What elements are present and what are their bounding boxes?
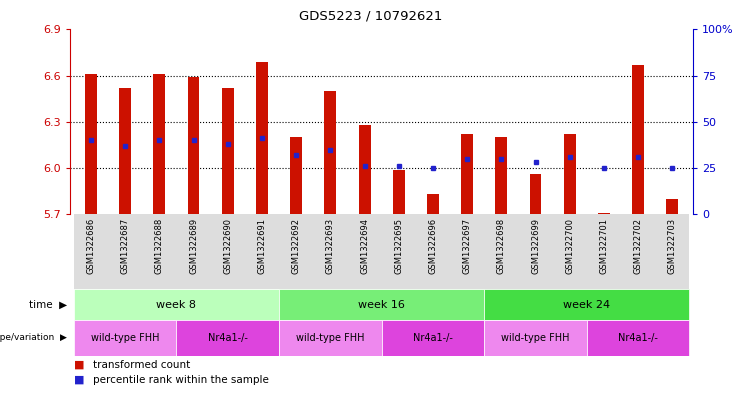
Bar — [325, 91, 336, 214]
Bar — [279, 289, 484, 320]
Text: GSM1322695: GSM1322695 — [394, 218, 403, 274]
Bar — [553, 214, 587, 289]
Text: GSM1322698: GSM1322698 — [496, 218, 506, 274]
Bar — [313, 214, 348, 289]
Text: GSM1322697: GSM1322697 — [462, 218, 471, 274]
Bar — [564, 134, 576, 214]
Text: GSM1322702: GSM1322702 — [634, 218, 642, 274]
Bar — [187, 77, 199, 214]
Bar — [484, 289, 689, 320]
Bar — [119, 88, 131, 214]
Text: GDS5223 / 10792621: GDS5223 / 10792621 — [299, 10, 442, 23]
Bar — [256, 62, 268, 214]
Bar — [222, 88, 233, 214]
Bar — [632, 65, 644, 214]
Text: GSM1322703: GSM1322703 — [668, 218, 677, 274]
Text: GSM1322694: GSM1322694 — [360, 218, 369, 274]
Bar — [655, 214, 689, 289]
Text: Nr4a1-/-: Nr4a1-/- — [207, 333, 247, 343]
Bar — [519, 214, 553, 289]
Bar — [176, 320, 279, 356]
Bar — [290, 137, 302, 214]
Text: Nr4a1-/-: Nr4a1-/- — [413, 333, 453, 343]
Bar — [450, 214, 484, 289]
Text: Nr4a1-/-: Nr4a1-/- — [618, 333, 658, 343]
Text: week 8: week 8 — [156, 299, 196, 310]
Text: GSM1322687: GSM1322687 — [121, 218, 130, 274]
Bar — [530, 174, 542, 214]
Bar — [108, 214, 142, 289]
Text: time  ▶: time ▶ — [29, 299, 67, 310]
Bar — [666, 199, 678, 214]
Bar — [382, 320, 484, 356]
Text: wild-type FHH: wild-type FHH — [296, 333, 365, 343]
Bar — [621, 214, 655, 289]
Bar — [484, 214, 519, 289]
Bar — [176, 214, 210, 289]
Text: week 16: week 16 — [358, 299, 405, 310]
Text: GSM1322699: GSM1322699 — [531, 218, 540, 274]
Bar — [74, 214, 108, 289]
Text: GSM1322692: GSM1322692 — [292, 218, 301, 274]
Bar — [279, 214, 313, 289]
Text: wild-type FHH: wild-type FHH — [501, 333, 570, 343]
Bar — [393, 169, 405, 214]
Bar — [245, 214, 279, 289]
Bar — [587, 214, 621, 289]
Text: GSM1322690: GSM1322690 — [223, 218, 232, 274]
Bar — [348, 214, 382, 289]
Text: GSM1322689: GSM1322689 — [189, 218, 198, 274]
Bar — [74, 289, 279, 320]
Text: GSM1322693: GSM1322693 — [326, 218, 335, 274]
Text: GSM1322696: GSM1322696 — [428, 218, 437, 274]
Bar — [279, 320, 382, 356]
Text: percentile rank within the sample: percentile rank within the sample — [93, 375, 268, 385]
Text: wild-type FHH: wild-type FHH — [91, 333, 159, 343]
Text: GSM1322691: GSM1322691 — [257, 218, 267, 274]
Bar — [484, 320, 587, 356]
Bar — [74, 320, 176, 356]
Bar — [153, 74, 165, 214]
Bar — [495, 137, 508, 214]
Text: transformed count: transformed count — [93, 360, 190, 370]
Text: GSM1322701: GSM1322701 — [599, 218, 608, 274]
Text: week 24: week 24 — [563, 299, 611, 310]
Bar — [142, 214, 176, 289]
Text: ■: ■ — [74, 360, 84, 370]
Bar — [461, 134, 473, 214]
Bar — [587, 320, 689, 356]
Bar — [416, 214, 450, 289]
Text: ■: ■ — [74, 375, 84, 385]
Text: genotype/variation  ▶: genotype/variation ▶ — [0, 334, 67, 342]
Bar — [427, 194, 439, 214]
Bar — [85, 74, 97, 214]
Text: GSM1322700: GSM1322700 — [565, 218, 574, 274]
Bar — [359, 125, 370, 214]
Bar — [598, 213, 610, 214]
Text: GSM1322686: GSM1322686 — [87, 218, 96, 274]
Bar — [382, 214, 416, 289]
Bar — [210, 214, 245, 289]
Text: GSM1322688: GSM1322688 — [155, 218, 164, 274]
